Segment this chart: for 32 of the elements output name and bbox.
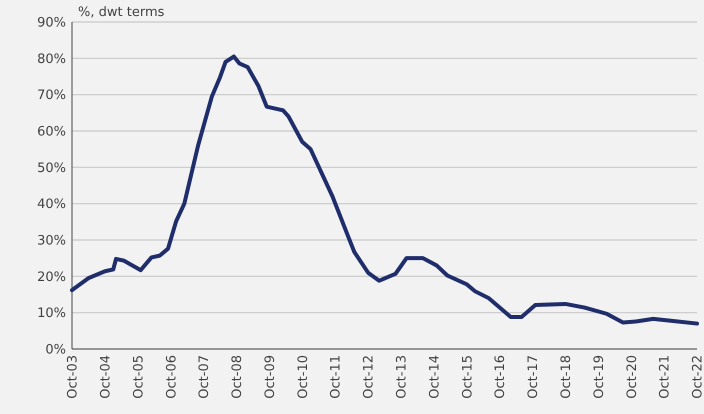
y-tick-label: 30% <box>37 234 66 249</box>
x-tick-label: Oct-08 <box>230 355 246 399</box>
y-tick-label: 70% <box>37 88 66 104</box>
x-tick-label: Oct-20 <box>624 355 640 399</box>
x-tick-label: Oct-04 <box>98 355 114 399</box>
x-tick-label: Oct-03 <box>66 355 81 399</box>
x-tick-label: Oct-22 <box>690 355 704 399</box>
x-tick-label: Oct-16 <box>493 355 508 399</box>
x-tick-label: Oct-12 <box>362 355 377 399</box>
x-tick-label: Oct-17 <box>526 355 542 399</box>
y-tick-label: 50% <box>37 160 66 176</box>
x-tick-label: Oct-21 <box>658 355 673 399</box>
y-axis-title: %, dwt terms <box>78 5 165 20</box>
x-tick-label: Oct-18 <box>558 355 574 399</box>
y-tick-label: 10% <box>37 306 66 322</box>
x-tick-label: Oct-07 <box>197 355 212 399</box>
y-tick-label: 20% <box>37 270 66 285</box>
y-tick-label: 90% <box>37 16 66 31</box>
x-tick-label: Oct-11 <box>328 355 344 399</box>
x-tick-label: Oct-05 <box>131 355 146 399</box>
x-tick-label: Oct-14 <box>427 355 442 399</box>
y-tick-label: 40% <box>37 197 66 212</box>
x-tick-label: Oct-19 <box>592 355 607 399</box>
line-series <box>70 54 699 326</box>
y-tick-label: 60% <box>37 124 66 140</box>
x-tick-label: Oct-06 <box>164 355 180 399</box>
x-tick-label: Oct-13 <box>394 355 410 399</box>
x-tick-label: Oct-10 <box>296 355 311 399</box>
x-tick-label: Oct-15 <box>460 355 476 399</box>
x-tick-label: Oct-09 <box>262 355 278 399</box>
y-tick-label: 0% <box>45 342 66 358</box>
y-tick-label: 80% <box>37 52 66 67</box>
